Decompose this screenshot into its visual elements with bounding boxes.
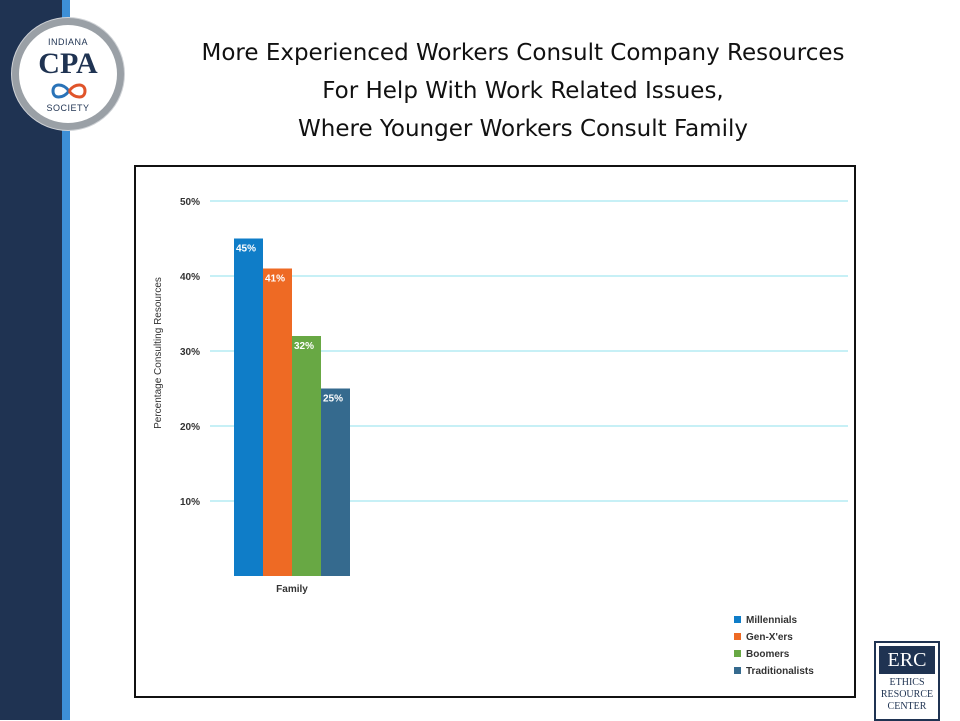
slide-title-line: For Help With Work Related Issues, xyxy=(322,78,724,104)
y-tick-label: 10% xyxy=(180,497,200,508)
chart-frame: 10% 20% 30% 40% 50% 45% 41% 32% 25% Family Perce… xyxy=(134,165,856,698)
bar-value-label: 45% xyxy=(236,244,256,255)
logo-main-text: CPA xyxy=(38,47,98,80)
bar xyxy=(263,268,292,576)
legend: Millennials Gen-X'ers Boomers Traditionalis… xyxy=(734,615,814,677)
erc-logo-line: RESOURCE xyxy=(880,689,934,700)
y-tick-label: 50% xyxy=(180,197,200,208)
infinity-mark-icon xyxy=(51,83,87,99)
slide-title-line: More Experienced Workers Consult Company… xyxy=(201,40,845,66)
legend-label: Boomers xyxy=(746,649,790,660)
y-tick-label: 30% xyxy=(180,347,200,358)
legend-swatch xyxy=(734,667,741,674)
erc-logo-mark: ERC xyxy=(879,646,935,674)
erc-logo-text: ETHICS RESOURCE CENTER xyxy=(876,677,938,713)
slide-title-line: Where Younger Workers Consult Family xyxy=(298,116,748,142)
y-tick-label: 40% xyxy=(180,272,200,283)
indiana-cpa-society-logo: INDIANA CPA SOCIETY xyxy=(12,18,124,130)
legend-swatch xyxy=(734,650,741,657)
legend-swatch xyxy=(734,616,741,623)
ethics-resource-center-logo: ERC ETHICS RESOURCE CENTER xyxy=(874,641,940,721)
y-axis-label: Percentage Consulting Resources xyxy=(153,277,164,429)
legend-label: Traditionalists xyxy=(746,666,814,677)
bar xyxy=(292,336,321,576)
erc-logo-line: CENTER xyxy=(887,701,927,712)
bar xyxy=(234,238,263,576)
legend-swatch xyxy=(734,633,741,640)
legend-label: Gen-X'ers xyxy=(746,632,793,643)
bar-value-label: 41% xyxy=(265,274,285,285)
slide-title: More Experienced Workers Consult Company… xyxy=(130,34,916,148)
bar-value-label: 25% xyxy=(323,394,343,405)
bars: 45% 41% 32% 25% Family xyxy=(234,238,350,595)
logo-bottom-text: SOCIETY xyxy=(46,103,90,113)
x-category-label: Family xyxy=(276,584,308,595)
bar-chart: 10% 20% 30% 40% 50% 45% 41% 32% 25% Family Perce… xyxy=(153,197,848,677)
sidebar-accent-band xyxy=(62,0,70,720)
bar-value-label: 32% xyxy=(294,341,314,352)
erc-logo-line: ETHICS xyxy=(889,677,925,688)
bar xyxy=(321,388,350,576)
y-tick-label: 20% xyxy=(180,422,200,433)
legend-label: Millennials xyxy=(746,615,798,626)
logo-top-text: INDIANA xyxy=(47,37,88,47)
